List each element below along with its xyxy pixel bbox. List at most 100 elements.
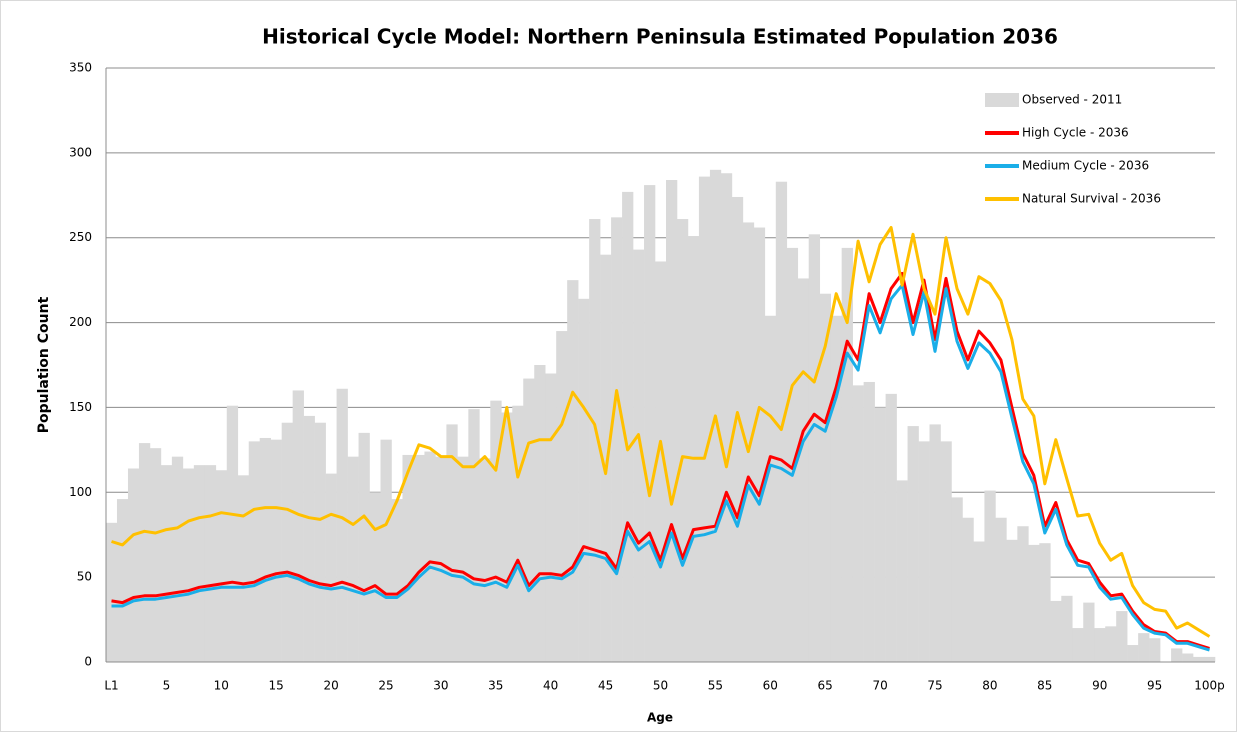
y-tick-label: 50 xyxy=(77,570,92,584)
bar xyxy=(984,490,996,662)
bar xyxy=(116,499,129,662)
x-tick-label: 40 xyxy=(543,679,558,693)
bar xyxy=(753,227,766,662)
bar xyxy=(852,385,864,662)
bar xyxy=(1050,600,1062,662)
bar xyxy=(325,473,337,662)
bar xyxy=(1127,645,1139,662)
bar xyxy=(1193,656,1205,662)
bar xyxy=(907,426,919,662)
bar xyxy=(622,191,634,663)
bar xyxy=(1105,626,1117,662)
legend-swatch xyxy=(985,93,1019,107)
bar xyxy=(479,458,491,662)
bar xyxy=(127,468,140,662)
x-tick-label: 15 xyxy=(269,679,284,693)
bar xyxy=(501,412,513,662)
bar xyxy=(336,388,348,662)
x-tick-label: 35 xyxy=(488,679,503,693)
bar xyxy=(226,405,239,662)
line-series xyxy=(111,271,1210,650)
x-axis-label: Age xyxy=(647,711,673,725)
bar xyxy=(402,454,414,662)
legend-label: High Cycle - 2036 xyxy=(1022,126,1129,140)
x-tick-label: 85 xyxy=(1037,679,1052,693)
bar xyxy=(940,441,952,662)
bar xyxy=(720,173,733,663)
x-tick-label: 30 xyxy=(433,679,448,693)
legend-label: Medium Cycle - 2036 xyxy=(1022,159,1149,173)
bar xyxy=(1039,543,1051,662)
x-tick-label: 20 xyxy=(323,679,338,693)
bar xyxy=(171,456,184,662)
x-tick-label: 45 xyxy=(598,679,613,693)
bar xyxy=(391,499,403,662)
bar xyxy=(270,439,282,662)
bar xyxy=(512,405,524,662)
x-tick-label: 70 xyxy=(872,679,887,693)
legend-label: Observed - 2011 xyxy=(1022,93,1122,107)
bar xyxy=(1072,628,1084,662)
bar xyxy=(578,298,590,662)
bar xyxy=(698,176,711,663)
bar xyxy=(215,470,228,662)
legend-label: Natural Survival - 2036 xyxy=(1022,192,1161,206)
line-series xyxy=(111,283,1210,652)
bar xyxy=(446,424,458,662)
x-tick-label: 50 xyxy=(653,679,668,693)
bar xyxy=(885,393,897,662)
bar xyxy=(600,254,612,662)
bar xyxy=(556,331,568,662)
x-tick-label: 65 xyxy=(818,679,833,693)
y-tick-label: 350 xyxy=(69,61,92,75)
bar xyxy=(929,424,941,662)
chart-title: Historical Cycle Model: Northern Peninsu… xyxy=(262,25,1058,49)
bar xyxy=(665,180,678,663)
bar xyxy=(676,219,689,662)
bar xyxy=(1006,539,1018,662)
bar xyxy=(687,236,700,662)
bar xyxy=(490,400,502,662)
bar xyxy=(1171,648,1183,662)
bar xyxy=(138,443,151,662)
y-tick-label: 200 xyxy=(69,315,92,329)
bar xyxy=(193,465,206,662)
y-axis-label: Population Count xyxy=(36,296,52,433)
x-tick-label: 5 xyxy=(163,679,171,693)
bar xyxy=(731,196,744,663)
bar xyxy=(1083,602,1095,662)
bar xyxy=(611,217,623,662)
bar xyxy=(358,432,370,662)
bar xyxy=(1138,633,1150,662)
x-tick-label: 60 xyxy=(763,679,778,693)
x-tick-label: 55 xyxy=(708,679,723,693)
bar xyxy=(424,451,436,662)
bar xyxy=(819,293,831,662)
x-tick-label: L1 xyxy=(104,679,118,693)
bar xyxy=(303,415,315,662)
bar xyxy=(841,247,853,662)
x-tick-label: 75 xyxy=(927,679,942,693)
bar xyxy=(1061,595,1073,662)
x-tick-label: 80 xyxy=(982,679,997,693)
bar xyxy=(534,365,546,662)
bar xyxy=(830,315,842,662)
bar xyxy=(182,468,195,662)
bar xyxy=(896,480,908,662)
bar xyxy=(1094,628,1106,662)
bar xyxy=(292,390,304,662)
bar xyxy=(951,497,963,662)
bar xyxy=(380,439,392,662)
bar xyxy=(204,465,217,662)
bar xyxy=(633,249,645,662)
x-tick-label: 100p xyxy=(1194,679,1225,693)
bar xyxy=(259,437,272,662)
bar xyxy=(863,381,875,662)
bar xyxy=(523,378,535,662)
bar xyxy=(237,475,250,662)
bar xyxy=(874,407,886,662)
bar xyxy=(468,409,480,662)
x-tick-label: 10 xyxy=(214,679,229,693)
bar xyxy=(1204,656,1216,662)
x-tick-label: 90 xyxy=(1092,679,1107,693)
